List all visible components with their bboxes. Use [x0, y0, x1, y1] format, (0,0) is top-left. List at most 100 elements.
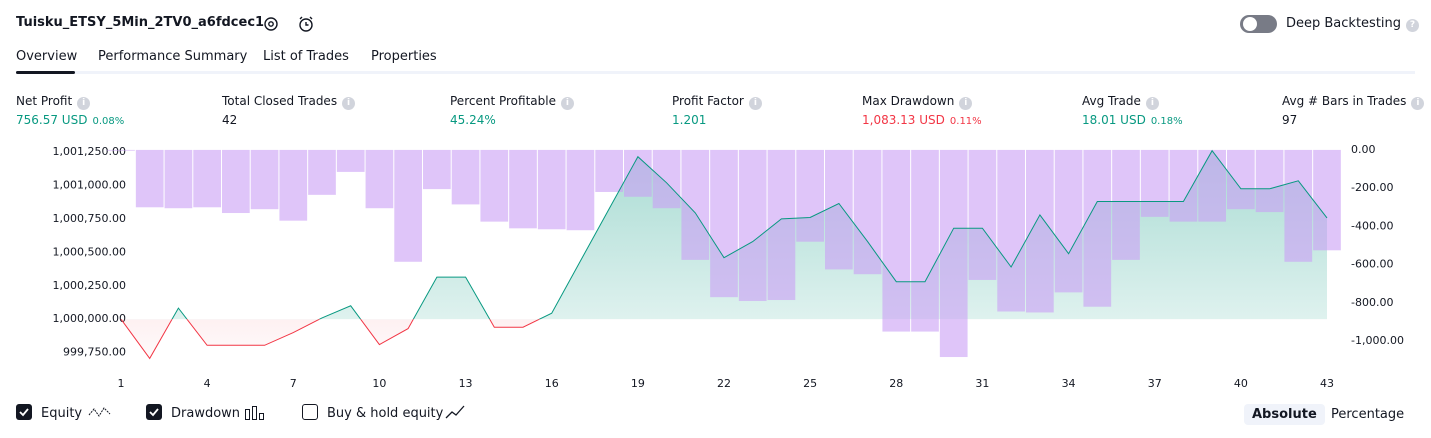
x-tick-label: 25: [803, 377, 817, 390]
x-tick-label: 40: [1234, 377, 1248, 390]
drawdown-checkbox[interactable]: [146, 404, 162, 420]
y-tick-label: 1,001,250.00: [53, 145, 126, 158]
info-icon: i: [560, 97, 574, 110]
metric-label: Percent Profitable i: [450, 94, 574, 110]
drawdown-bar: [250, 149, 279, 210]
active-tab-underline: [16, 71, 75, 74]
x-tick-label: 1: [118, 377, 125, 390]
y2-tick-label: -400.00: [1351, 219, 1393, 232]
view-mode-button[interactable]: Percentage: [1331, 407, 1405, 422]
drawdown-bar: [595, 149, 623, 192]
drawdown-bar: [1112, 149, 1140, 260]
drawdown-bar: [423, 149, 451, 190]
buy-hold-legend-icon: [445, 405, 465, 419]
metric-label: Avg # Bars in Trades i: [1282, 94, 1425, 110]
equity-area-negative: [121, 319, 540, 359]
drawdown-bar: [1284, 149, 1313, 262]
tab[interactable]: Properties: [371, 49, 437, 64]
metric-label-text: Net Profit: [16, 94, 73, 108]
x-tick-label: 4: [204, 377, 211, 390]
tab-divider: [16, 71, 1415, 74]
x-tick-label: 37: [1148, 377, 1162, 390]
drawdown-bar: [107, 149, 135, 151]
metric-percent: 0.11%: [949, 116, 982, 127]
drawdown-bar: [566, 149, 595, 231]
drawdown-bar: [911, 149, 939, 332]
x-tick-label: 19: [631, 377, 645, 390]
metric-value-text: 18.01 USD: [1082, 113, 1146, 127]
equity-chart: 999,750.00 1,000,000.00 1,000,250.00 1,000,…: [53, 143, 1404, 390]
buy-hold-checkbox[interactable]: [302, 404, 318, 420]
metric-label-text: Profit Factor: [672, 94, 744, 108]
equity-legend-label: Equity: [41, 406, 83, 421]
drawdown-legend-icon: [245, 406, 264, 420]
y2-tick-label: -800.00: [1351, 296, 1393, 309]
drawdown-bar: [796, 149, 824, 242]
metric-label: Max Drawdown i: [862, 94, 973, 110]
equity-checkbox[interactable]: [16, 404, 32, 420]
x-tick-label: 22: [717, 377, 731, 390]
drawdown-bar: [279, 149, 308, 221]
drawdown-bar: [1198, 149, 1226, 222]
info-icon: i: [748, 97, 762, 110]
metric-label: Profit Factor i: [672, 94, 762, 110]
y2-tick-label: 0.00: [1351, 143, 1376, 156]
metric-percent: 0.18%: [1150, 116, 1183, 127]
drawdown-bar: [997, 149, 1025, 312]
deep-backtesting-toggle[interactable]: [1239, 13, 1279, 35]
drawdown-bar: [1083, 149, 1112, 307]
drawdown-bar: [537, 149, 566, 230]
drawdown-bar: [336, 149, 365, 172]
drawdown-legend-label: Drawdown: [171, 406, 241, 421]
drawdown-bar: [767, 149, 796, 301]
drawdown-bar: [939, 149, 968, 358]
drawdown-bar: [509, 149, 537, 229]
x-tick-label: 34: [1062, 377, 1076, 390]
drawdown-bar: [308, 149, 336, 195]
x-tick-label: 31: [975, 377, 989, 390]
info-icon: i: [342, 97, 356, 110]
drawdown-bar: [1054, 149, 1083, 293]
drawdown-bar: [738, 149, 767, 301]
drawdown-bar: [394, 149, 422, 262]
drawdown-bar: [193, 149, 221, 208]
metric-value: 42: [222, 113, 237, 127]
tab[interactable]: List of Trades: [263, 49, 349, 64]
drawdown-bar: [882, 149, 911, 332]
metric-label-text: Avg # Bars in Trades: [1282, 94, 1407, 108]
y-tick-label: 1,000,750.00: [53, 212, 126, 225]
y2-tick-label: -600.00: [1351, 258, 1393, 271]
title-icons: [264, 16, 313, 32]
metric-percent: 0.08%: [92, 116, 125, 127]
metric-value: 45.24%: [450, 113, 496, 127]
strategy-title: Tuisku_ETSY_5Min_2TV0_a6fdcec1: [16, 15, 265, 30]
metric-value-text: 1,083.13 USD: [862, 113, 945, 127]
y2-tick-label: -1,000.00: [1351, 334, 1404, 347]
x-tick-label: 7: [290, 377, 297, 390]
metric-value-text: 45.24%: [450, 113, 496, 127]
settings-icon[interactable]: [264, 17, 278, 31]
drawdown-bar: [222, 149, 250, 214]
add-alert-icon[interactable]: [299, 16, 313, 32]
metric-value: 18.01 USD 0.18%: [1082, 113, 1183, 127]
tab[interactable]: Overview: [16, 49, 78, 64]
metric-value: 1.201: [672, 113, 706, 127]
metric-value: 1,083.13 USD 0.11%: [862, 113, 982, 127]
view-mode-button[interactable]: Absolute: [1244, 404, 1325, 425]
deep-backtesting-label: Deep Backtesting?: [1286, 16, 1420, 32]
tab[interactable]: Performance Summary: [98, 49, 248, 64]
y-tick-label: 1,000,500.00: [53, 245, 126, 258]
drawdown-bar: [1313, 149, 1341, 251]
info-icon: i: [1145, 97, 1159, 110]
drawdown-bar: [164, 149, 193, 209]
metric-value: 97: [1282, 113, 1297, 127]
drawdown-bar: [135, 149, 164, 208]
drawdown-bar: [1026, 149, 1054, 313]
equity-line: [121, 149, 1328, 320]
drawdown-bar: [451, 149, 480, 205]
drawdown-bar: [365, 149, 394, 209]
metric-label-text: Avg Trade: [1082, 94, 1141, 108]
buy-hold-legend-label: Buy & hold equity: [327, 406, 444, 421]
x-tick-label: 28: [889, 377, 903, 390]
